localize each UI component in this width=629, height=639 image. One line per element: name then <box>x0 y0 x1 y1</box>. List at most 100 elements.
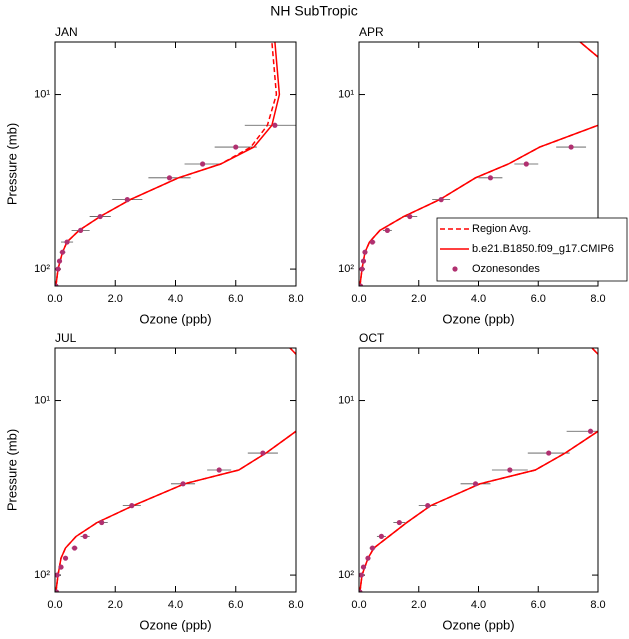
sonde-point <box>78 227 84 233</box>
x-tick-label: 2.0 <box>411 293 426 305</box>
x-tick-label: 2.0 <box>108 293 123 305</box>
plot-area <box>359 348 598 592</box>
sonde-point <box>55 589 60 592</box>
sonde-point <box>425 503 431 509</box>
panel: APR 0.0 2.0 4.0 6.0 8.0 10¹ 10² Ozone (ppb) Regio… <box>338 25 628 326</box>
sonde-point <box>82 533 88 539</box>
legend-label: Region Avg. <box>472 223 531 235</box>
sonde-point <box>568 144 574 150</box>
sonde-point <box>396 519 402 526</box>
x-tick-label: 0.0 <box>351 293 366 305</box>
y-tick-label: 10² <box>34 263 50 275</box>
model-line <box>55 42 281 286</box>
x-tick-label: 6.0 <box>531 599 546 611</box>
panel: JAN 0.0 2.0 4.0 6.0 8.0 10¹ 10² Ozone (ppb) Press… <box>4 25 303 326</box>
x-tick-label: 6.0 <box>228 599 243 611</box>
sonde-point <box>360 258 367 264</box>
sonde-point <box>62 555 69 561</box>
x-tick-label: 2.0 <box>108 599 123 611</box>
sonde-point <box>360 564 367 570</box>
x-tick-label: 0.0 <box>47 599 62 611</box>
sonde-point <box>369 545 376 551</box>
x-tick-label: 0.0 <box>351 599 366 611</box>
sonde-point <box>472 481 479 487</box>
model-line <box>55 348 296 592</box>
sonde-point <box>180 481 186 487</box>
sonde-point <box>200 161 206 167</box>
x-tick-label: 4.0 <box>168 599 183 611</box>
x-tick-label: 8.0 <box>590 599 605 611</box>
plot-frame <box>54 41 297 287</box>
plot-area <box>55 42 296 286</box>
sonde-point <box>129 503 135 509</box>
figure-title: NH SubTropic <box>270 3 357 19</box>
sonde-point <box>365 555 371 561</box>
x-tick-label: 8.0 <box>288 293 303 305</box>
model-line <box>55 348 296 592</box>
legend-swatch <box>452 266 458 272</box>
sonde-point <box>587 428 594 434</box>
sonde-point <box>233 144 239 150</box>
plot-area <box>359 42 598 286</box>
x-axis-label: Ozone (ppb) <box>139 617 211 632</box>
sonde-point <box>260 450 266 456</box>
panel-title: APR <box>359 25 384 39</box>
sonde-point <box>64 239 70 245</box>
sonde-point <box>272 122 278 128</box>
sonde-point <box>359 572 364 578</box>
sonde-point <box>55 283 59 286</box>
sonde-point <box>124 197 130 203</box>
sonde-point <box>359 283 364 286</box>
sonde-point <box>369 239 376 245</box>
x-axis-label: Ozone (ppb) <box>442 311 514 326</box>
x-tick-label: 4.0 <box>471 599 486 611</box>
x-tick-label: 8.0 <box>590 293 605 305</box>
x-tick-label: 0.0 <box>47 293 62 305</box>
y-tick-label: 10¹ <box>34 88 50 100</box>
sonde-point <box>546 450 552 456</box>
sonde-point <box>378 533 385 539</box>
sonde-point <box>359 266 365 272</box>
sonde-point <box>71 545 78 551</box>
sonde-point <box>384 227 390 233</box>
panel-title: JUL <box>55 331 77 345</box>
y-axis-label: Pressure (mb) <box>4 429 19 511</box>
sonde-point <box>56 258 63 264</box>
plot-frame <box>358 347 599 593</box>
sonde-point <box>55 266 61 272</box>
x-tick-label: 6.0 <box>531 293 546 305</box>
y-tick-label: 10² <box>338 263 354 275</box>
y-tick-label: 10¹ <box>34 394 50 406</box>
sonde-point <box>438 197 444 203</box>
plot-area <box>55 348 296 592</box>
sonde-point <box>487 175 494 181</box>
x-tick-label: 4.0 <box>168 293 183 305</box>
x-tick-label: 8.0 <box>288 599 303 611</box>
y-tick-label: 10¹ <box>338 394 354 406</box>
y-tick-label: 10² <box>34 569 50 581</box>
legend-label: b.e21.B1850.f09_g17.CMIP6 <box>472 243 614 255</box>
panel: OCT 0.0 2.0 4.0 6.0 8.0 10¹ 10² Ozone (ppb) <box>338 331 606 632</box>
plot-frame <box>54 347 297 593</box>
legend-label: Ozonesondes <box>472 263 540 275</box>
model-line <box>55 42 278 286</box>
sonde-point <box>99 519 105 526</box>
plot-frame <box>358 41 599 287</box>
sonde-point <box>407 213 413 220</box>
sonde-point <box>359 589 363 592</box>
y-axis-label: Pressure (mb) <box>4 123 19 205</box>
sonde-point <box>166 175 173 181</box>
x-tick-label: 2.0 <box>411 599 426 611</box>
sonde-point <box>59 249 66 255</box>
sonde-point <box>362 249 368 255</box>
sonde-point <box>507 467 513 473</box>
sonde-point <box>216 467 222 473</box>
panel-title: OCT <box>359 331 385 345</box>
y-tick-label: 10¹ <box>338 88 354 100</box>
x-axis-label: Ozone (ppb) <box>139 311 211 326</box>
y-tick-label: 10² <box>338 569 354 581</box>
sonde-point <box>55 572 60 578</box>
panel-title: JAN <box>55 25 78 39</box>
sonde-point <box>523 161 529 167</box>
